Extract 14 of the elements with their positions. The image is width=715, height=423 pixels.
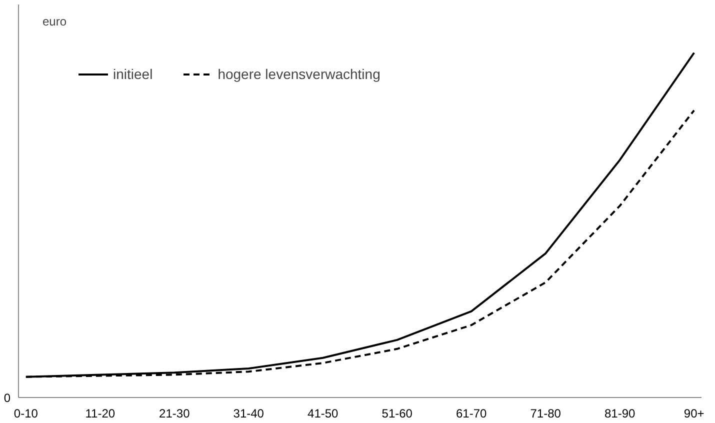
- x-tick-label: 31-40: [233, 406, 264, 420]
- x-tick-label: 41-50: [308, 406, 339, 420]
- x-tick-label: 0-10: [14, 406, 38, 420]
- x-tick-label: 51-60: [382, 406, 413, 420]
- y-axis-title: euro: [42, 14, 67, 28]
- x-tick-label: 81-90: [604, 406, 636, 420]
- legend-label: initieel: [113, 66, 153, 82]
- x-tick-label: 11-20: [85, 406, 116, 420]
- text: 0: [4, 391, 11, 405]
- x-tick-label: 61-70: [456, 406, 488, 420]
- legend-label: hogere levensverwachting: [218, 66, 380, 82]
- x-tick-label: 90+: [684, 406, 704, 420]
- x-tick-label: 71-80: [530, 406, 562, 420]
- x-tick-label: 21-30: [159, 406, 190, 420]
